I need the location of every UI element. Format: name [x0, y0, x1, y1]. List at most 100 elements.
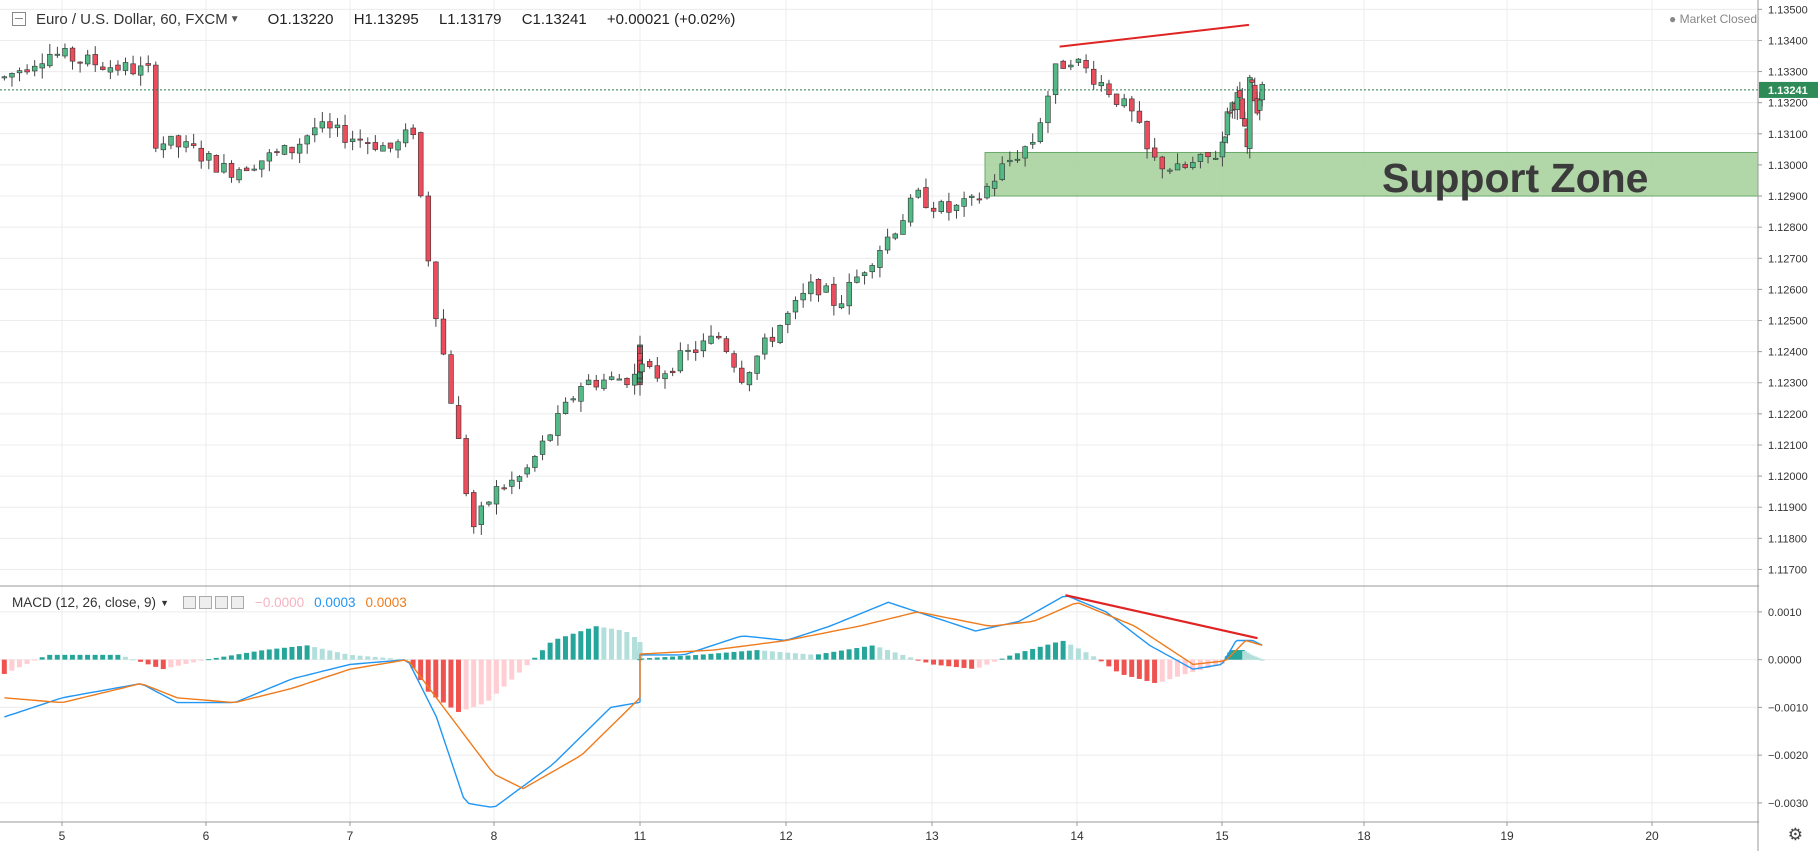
histogram-bar	[976, 659, 982, 668]
candle-body	[616, 378, 622, 381]
candle-body	[69, 47, 76, 62]
histogram-bar	[100, 654, 106, 660]
histogram-bar	[585, 628, 591, 660]
candle-body	[1182, 163, 1188, 168]
candle-body	[654, 365, 661, 379]
candle-body	[259, 160, 265, 170]
histogram-bar	[984, 659, 990, 665]
close-icon[interactable]	[230, 596, 244, 609]
candle-body	[677, 350, 684, 372]
candle-body	[700, 340, 707, 352]
histogram-bar	[953, 659, 959, 668]
candle-body	[1129, 98, 1135, 112]
histogram-bar	[1113, 659, 1119, 672]
histogram-bar	[138, 659, 144, 662]
y-tick-label: 1.12800	[1768, 222, 1808, 234]
macd-y-tick-label: −0.0010	[1768, 702, 1808, 714]
candle-body	[869, 265, 875, 273]
candle-body	[769, 336, 776, 342]
histogram-bar	[555, 638, 561, 660]
x-tick-label: 12	[779, 829, 793, 843]
macd-label[interactable]: MACD (12, 26, close, 9)	[12, 595, 157, 610]
candle-body	[509, 479, 515, 487]
histogram-bar	[274, 648, 280, 660]
candle-body	[1045, 95, 1051, 124]
candle-body	[1159, 156, 1166, 170]
settings-icon[interactable]	[198, 596, 212, 609]
chevron-down-icon[interactable]: ▼	[229, 13, 240, 25]
histogram-bar	[1159, 659, 1165, 682]
x-tick-label: 15	[1215, 829, 1229, 843]
candle-body	[39, 63, 45, 69]
histogram-bar	[777, 651, 783, 660]
histogram-bar	[739, 651, 745, 660]
candle-body	[1259, 84, 1265, 101]
candle-body	[1219, 141, 1226, 158]
symbol-header: Euro / U.S. Dollar, 60, FXCM ▼ O1.13220 …	[0, 0, 751, 38]
histogram-bar	[107, 654, 113, 660]
histogram-bar	[754, 650, 760, 660]
x-tick-label: 14	[1070, 829, 1084, 843]
symbol-title[interactable]: Euro / U.S. Dollar, 60, FXCM	[36, 10, 228, 28]
candle-body	[984, 185, 990, 199]
candle-body	[365, 142, 371, 144]
macd-value: 0.0003	[314, 595, 356, 610]
histogram-bar	[213, 657, 219, 660]
candle-body	[1075, 58, 1082, 63]
histogram-bar	[319, 648, 325, 660]
candle-body	[884, 236, 891, 251]
support-zone-label: Support Zone	[1382, 155, 1649, 201]
candle-body	[357, 138, 363, 141]
histogram-bar	[639, 658, 645, 660]
candle-body	[221, 162, 227, 173]
candle-body	[999, 163, 1005, 180]
chevron-down-icon[interactable]: ▼	[160, 597, 169, 608]
candle-body	[319, 121, 326, 129]
candle-body	[601, 379, 607, 389]
candle-body	[1197, 153, 1204, 162]
candle-body	[953, 204, 960, 211]
histogram-bar	[846, 649, 852, 660]
histogram-bar	[1213, 659, 1219, 667]
source-icon[interactable]	[214, 596, 228, 609]
histogram-bar	[1106, 659, 1112, 667]
histogram-bar	[433, 659, 439, 698]
candle-body	[624, 377, 630, 386]
candle-body	[785, 312, 791, 325]
histogram-bar	[175, 659, 181, 666]
histogram-bar	[145, 659, 151, 665]
histogram-bar	[693, 655, 699, 660]
candles	[1, 43, 1265, 535]
gear-icon[interactable]: ⚙	[1787, 825, 1803, 844]
candle-body	[831, 283, 837, 306]
histogram-bar	[570, 633, 576, 660]
histogram-bar	[938, 659, 944, 666]
resistance-trendline[interactable]	[1059, 23, 1250, 48]
candle-body	[228, 162, 235, 178]
candle-body	[861, 272, 868, 276]
collapse-icon[interactable]	[12, 12, 26, 26]
candle-body	[387, 142, 394, 149]
candle-body	[892, 233, 898, 239]
candle-body	[739, 367, 745, 383]
histogram-bar	[1083, 652, 1089, 660]
x-tick-label: 19	[1500, 829, 1514, 843]
y-tick-label: 1.12600	[1768, 284, 1808, 296]
close-value: C1.13241	[521, 10, 587, 28]
histogram-bar	[601, 627, 607, 660]
visibility-icon[interactable]	[182, 596, 196, 609]
candle-body	[243, 167, 250, 172]
histogram-bar	[1174, 659, 1180, 677]
candle-body	[716, 335, 722, 339]
macd-y-tick-label: −0.0030	[1768, 798, 1808, 810]
histogram-bar	[380, 657, 386, 660]
candle-body	[349, 138, 356, 142]
histogram-bar	[478, 659, 484, 705]
candle-body	[274, 151, 280, 154]
histogram-bar	[312, 647, 318, 660]
candle-body	[1257, 99, 1263, 111]
candle-body	[608, 376, 615, 380]
candle-body	[1237, 90, 1243, 98]
divergence-trendline[interactable]	[1065, 594, 1258, 640]
